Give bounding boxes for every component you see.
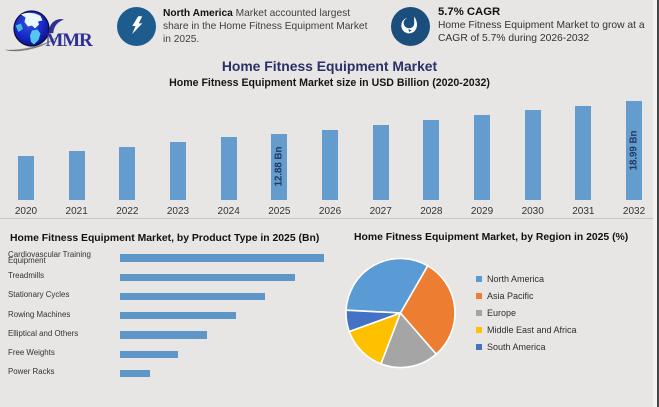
svg-text:MMR: MMR [46, 30, 93, 51]
